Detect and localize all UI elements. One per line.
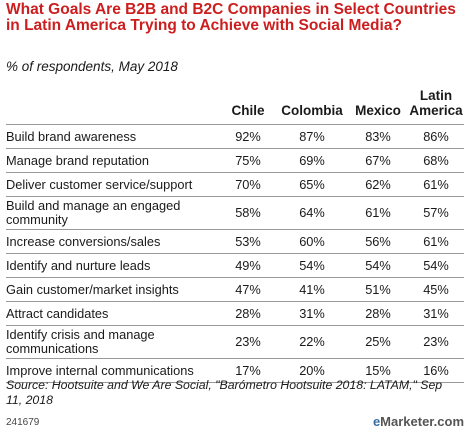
cell-value: 31% — [276, 301, 348, 326]
cell-value: 60% — [276, 229, 348, 254]
column-header-colombia: Colombia — [281, 103, 343, 118]
logo-text: Marketer — [380, 414, 434, 429]
row-label: Deliver customer service/support — [6, 172, 220, 197]
row-label: Increase conversions/sales — [6, 229, 220, 254]
cell-value: 45% — [408, 277, 464, 302]
table-row: Identify crisis and manage communication… — [6, 325, 464, 359]
table-row: Increase conversions/sales 53% 60% 56% 6… — [6, 229, 464, 254]
cell-value: 23% — [408, 325, 464, 359]
row-label: Identify and nurture leads — [6, 253, 220, 278]
header-label-spacer — [6, 88, 220, 125]
table-row: Build and manage an engaged community 58… — [6, 196, 464, 230]
cell-value: 20% — [276, 358, 348, 383]
row-label: Improve internal communications — [6, 358, 220, 383]
row-label: Build brand awareness — [6, 124, 220, 149]
cell-value: 61% — [348, 196, 408, 230]
logo-suffix: .com — [433, 414, 464, 429]
cell-value: 56% — [348, 229, 408, 254]
chart-id: 241679 — [6, 417, 40, 428]
cell-value: 75% — [220, 148, 276, 173]
logo-e: e — [372, 414, 381, 429]
row-label: Manage brand reputation — [6, 148, 220, 173]
cell-value: 23% — [220, 325, 276, 359]
chart-subtitle: % of respondents, May 2018 — [6, 59, 178, 74]
cell-value: 47% — [220, 277, 276, 302]
cell-value: 15% — [348, 358, 408, 383]
table-row: Gain customer/market insights 47% 41% 51… — [6, 277, 464, 302]
cell-value: 61% — [408, 172, 464, 197]
cell-value: 86% — [408, 124, 464, 149]
column-header-chile: Chile — [231, 103, 265, 118]
cell-value: 31% — [408, 301, 464, 326]
cell-value: 17% — [220, 358, 276, 383]
row-label: Build and manage an engaged community — [6, 196, 220, 230]
table-row: Identify and nurture leads 49% 54% 54% 5… — [6, 253, 464, 278]
cell-value: 61% — [408, 229, 464, 254]
cell-value: 70% — [220, 172, 276, 197]
header-row: Chile Colombia Mexico Latin America — [6, 88, 464, 125]
cell-value: 58% — [220, 196, 276, 230]
source-note: Source: Hootsuite and We Are Social, "Ba… — [6, 378, 443, 407]
cell-value: 67% — [348, 148, 408, 173]
cell-value: 92% — [220, 124, 276, 149]
cell-value: 54% — [276, 253, 348, 278]
table-row: Deliver customer service/support 70% 65%… — [6, 172, 464, 197]
cell-value: 22% — [276, 325, 348, 359]
emarketer-logo: eMarketer.com — [373, 414, 464, 429]
column-header-latin-america: Latin America — [409, 88, 463, 118]
cell-value: 49% — [220, 253, 276, 278]
cell-value: 54% — [348, 253, 408, 278]
cell-value: 54% — [408, 253, 464, 278]
cell-value: 65% — [276, 172, 348, 197]
cell-value: 57% — [408, 196, 464, 230]
cell-value: 68% — [408, 148, 464, 173]
cell-value: 28% — [348, 301, 408, 326]
column-header-mexico: Mexico — [355, 103, 401, 118]
table-row: Attract candidates 28% 31% 28% 31% — [6, 301, 464, 326]
cell-value: 64% — [276, 196, 348, 230]
cell-value: 53% — [220, 229, 276, 254]
cell-value: 69% — [276, 148, 348, 173]
cell-value: 62% — [348, 172, 408, 197]
cell-value: 28% — [220, 301, 276, 326]
row-label: Gain customer/market insights — [6, 277, 220, 302]
cell-value: 51% — [348, 277, 408, 302]
data-table: Chile Colombia Mexico Latin America Buil… — [6, 88, 464, 383]
row-label: Identify crisis and manage communication… — [6, 325, 220, 359]
cell-value: 83% — [348, 124, 408, 149]
cell-value: 16% — [408, 358, 464, 383]
table-row: Build brand awareness 92% 87% 83% 86% — [6, 124, 464, 149]
table-row: Manage brand reputation 75% 69% 67% 68% — [6, 148, 464, 173]
table-row: Improve internal communications 17% 20% … — [6, 358, 464, 383]
cell-value: 87% — [276, 124, 348, 149]
chart-title: What Goals Are B2B and B2C Companies in … — [6, 1, 456, 34]
cell-value: 25% — [348, 325, 408, 359]
row-label: Attract candidates — [6, 301, 220, 326]
cell-value: 41% — [276, 277, 348, 302]
